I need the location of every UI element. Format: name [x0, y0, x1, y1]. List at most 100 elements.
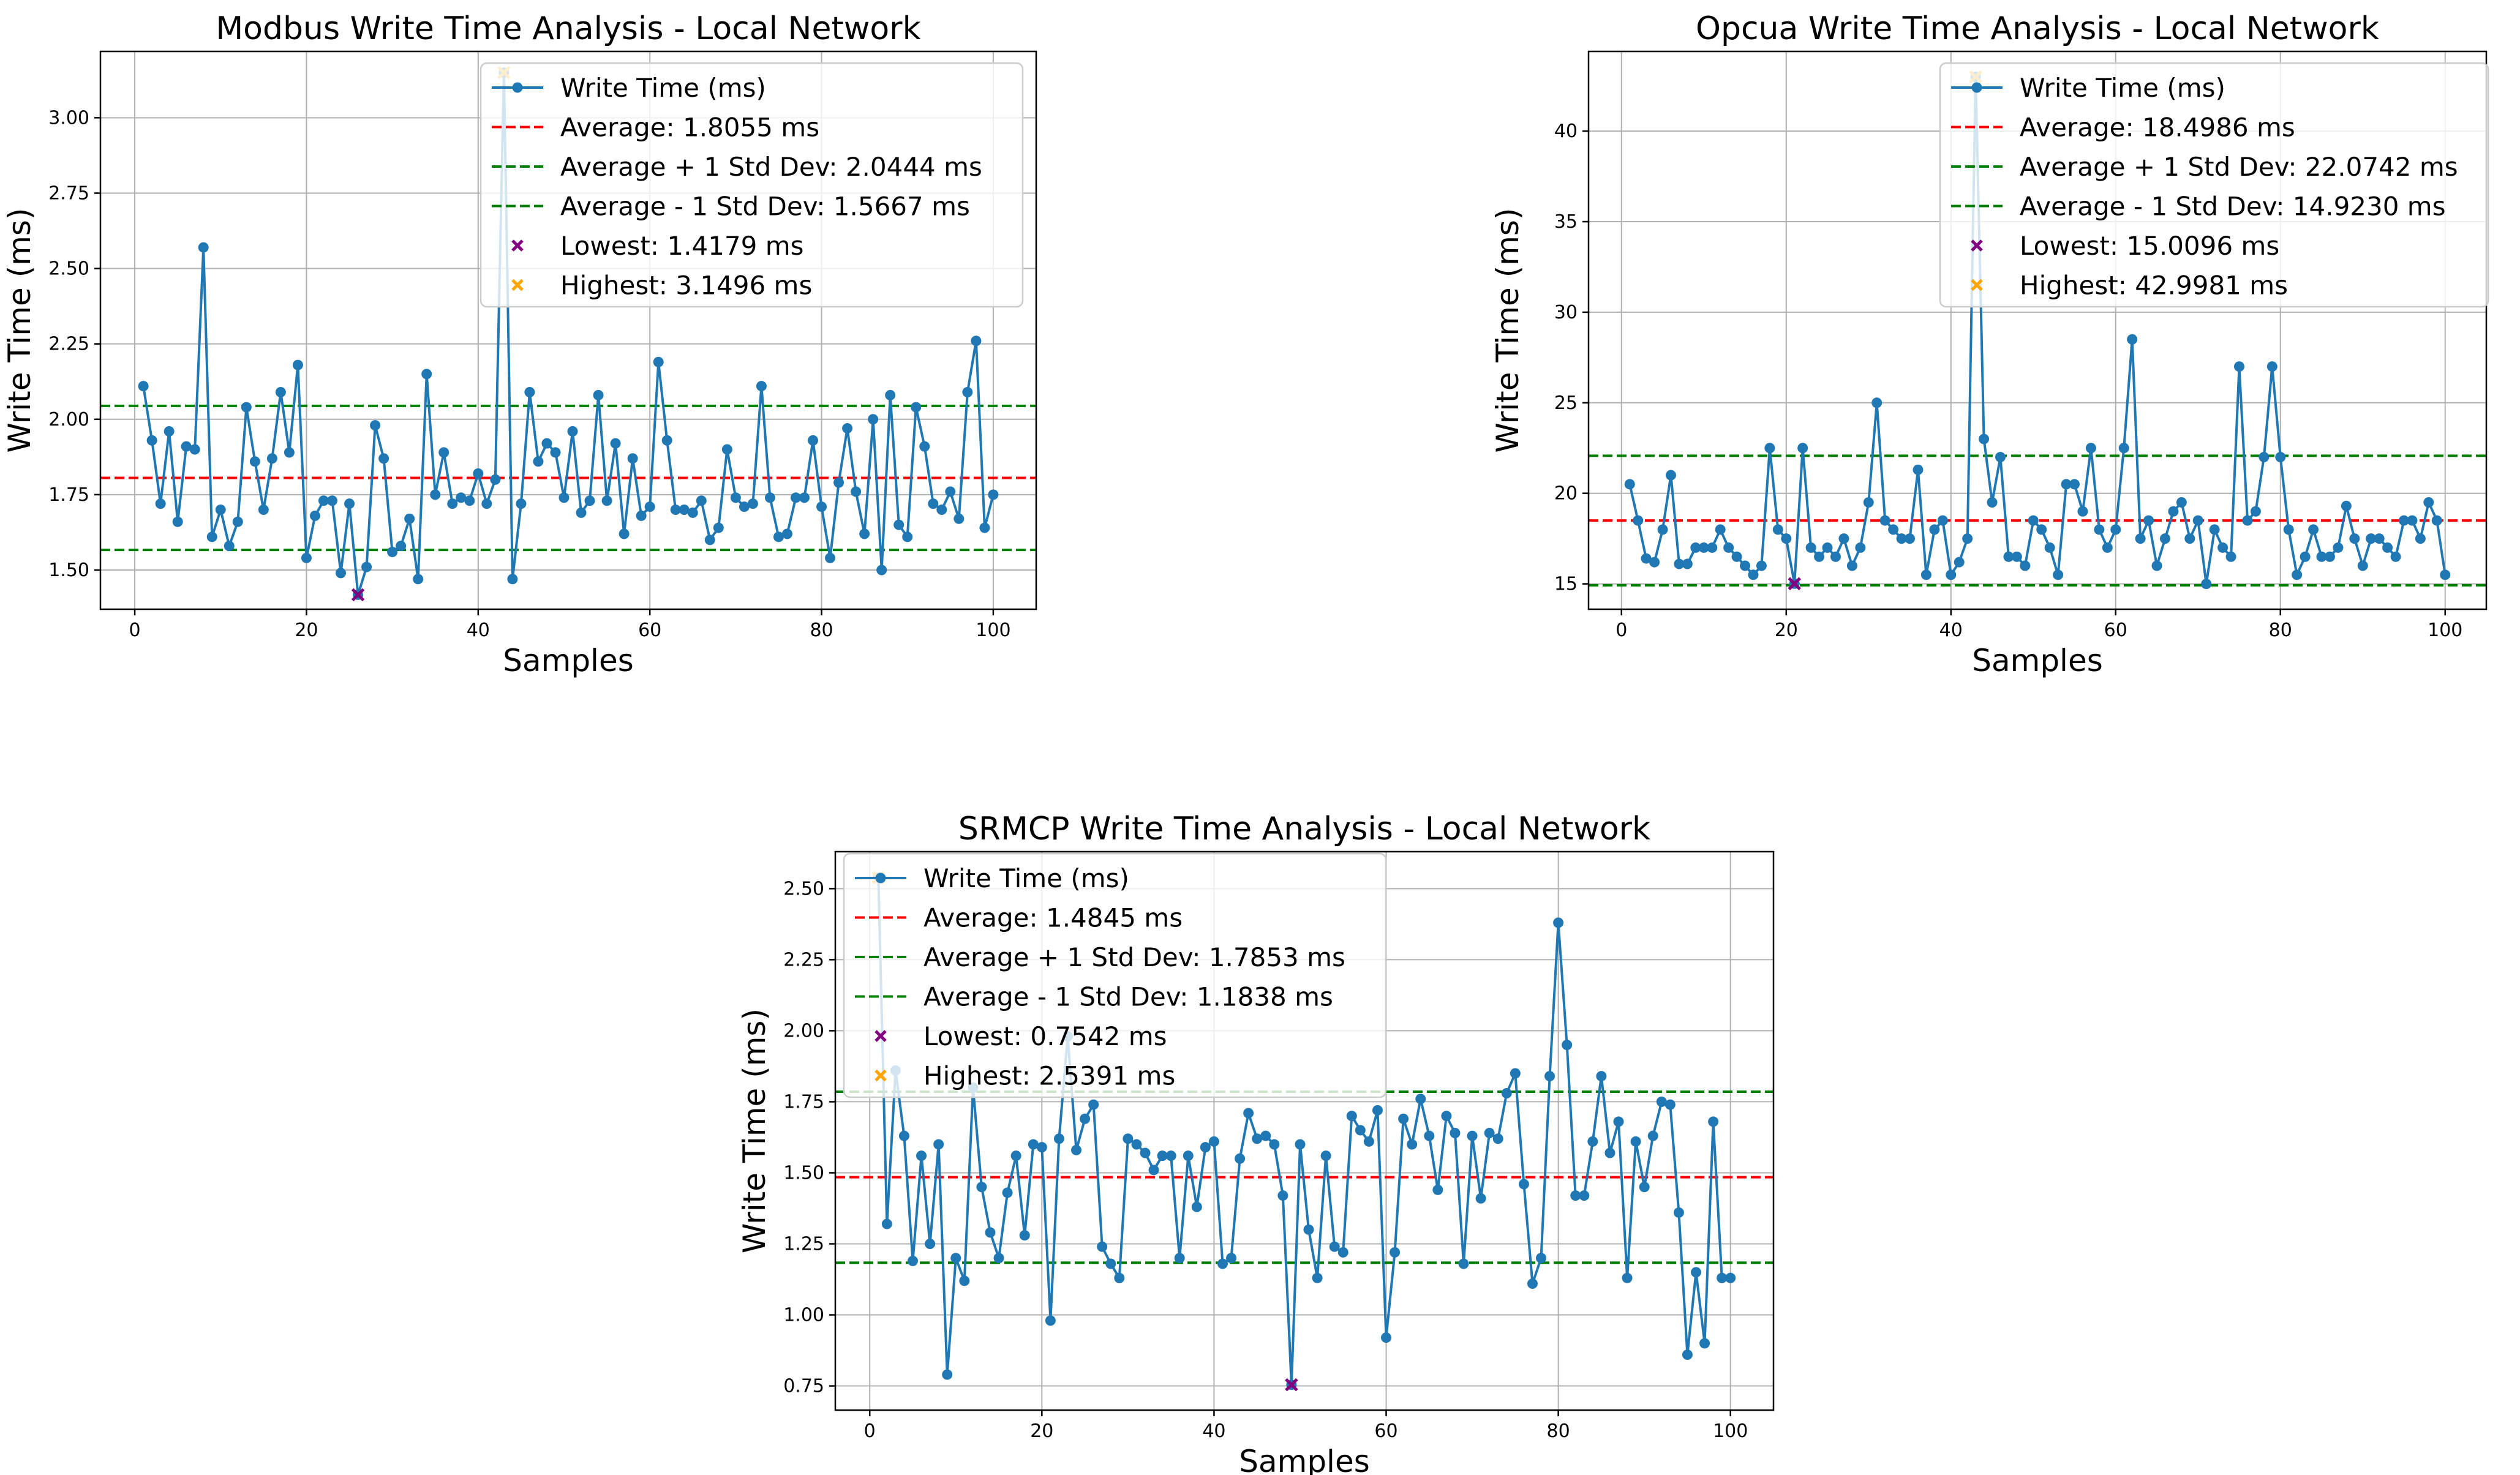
legend-item: Highest: 42.9981 ms: [1971, 271, 2288, 301]
legend-label: Write Time (ms): [923, 863, 1129, 893]
legend-label: Highest: 42.9981 ms: [2020, 271, 2288, 301]
data-point: [284, 447, 295, 458]
data-point: [1929, 524, 1940, 535]
legend-x-handle-b: [511, 239, 524, 252]
data-point: [1536, 1253, 1547, 1264]
data-point: [2094, 524, 2105, 535]
data-point: [1647, 1130, 1658, 1141]
data-point: [747, 498, 758, 509]
data-point: [1764, 443, 1775, 454]
data-point: [851, 486, 862, 497]
lowest-marker: [351, 588, 365, 602]
legend-label: Average - 1 Std Dev: 14.9230 ms: [2020, 192, 2446, 222]
data-point: [1633, 515, 1644, 526]
data-point: [2110, 524, 2121, 535]
data-point: [1303, 1224, 1314, 1235]
data-point: [959, 1275, 970, 1286]
y-tick-label: 40: [1554, 121, 1578, 142]
data-point: [2102, 542, 2113, 553]
data-point: [1879, 515, 1890, 526]
y-tick-label: 2.50: [783, 878, 824, 899]
x-axis-label: Samples: [1972, 643, 2103, 678]
data-point: [2440, 569, 2451, 580]
data-point: [704, 535, 715, 546]
data-point: [2415, 533, 2426, 544]
data-point: [1501, 1088, 1512, 1099]
data-point: [2020, 560, 2031, 571]
data-point: [1295, 1139, 1306, 1150]
data-point: [164, 426, 175, 437]
data-point: [1390, 1247, 1401, 1258]
data-point: [2234, 361, 2245, 372]
data-point: [1708, 1116, 1719, 1127]
data-point: [1962, 533, 1973, 544]
data-point: [1987, 497, 1998, 508]
data-point: [1562, 1040, 1573, 1051]
data-point: [1995, 452, 2006, 463]
data-point: [1691, 1267, 1702, 1278]
data-point: [524, 386, 535, 397]
x-tick-label: 100: [976, 620, 1010, 641]
data-point: [2176, 497, 2187, 508]
data-point: [1715, 524, 1726, 535]
chart-3: 0 20 40 60 80 100 0.75 1.00 1.25 1.50 1.75 2.00 2.25…: [737, 811, 1775, 1475]
data-point: [490, 474, 501, 485]
data-point: [1682, 558, 1693, 569]
data-point: [1707, 542, 1718, 553]
legend-label: Average + 1 Std Dev: 1.7853 ms: [923, 942, 1345, 972]
data-point: [2250, 506, 2261, 517]
x-tick-label: 0: [1615, 620, 1627, 641]
data-point: [584, 495, 595, 506]
legend-label: Lowest: 15.0096 ms: [2020, 231, 2279, 261]
data-point: [1639, 1182, 1650, 1193]
y-tick-label: 1.50: [783, 1162, 824, 1184]
legend-label: Highest: 2.5391 ms: [923, 1061, 1175, 1091]
y-tick-label: 20: [1554, 483, 1578, 505]
data-point: [438, 447, 449, 458]
data-point: [764, 492, 775, 503]
data-point: [1320, 1150, 1331, 1162]
data-point: [1346, 1111, 1357, 1122]
data-point: [1954, 557, 1965, 568]
chart-2: 0 20 40 60 80 100 15 20 25 30 35 40 Opcua Write Time…: [1490, 10, 2489, 678]
data-point: [1846, 560, 1857, 571]
data-point: [1441, 1111, 1452, 1122]
data-point: [447, 498, 458, 509]
data-point: [1071, 1144, 1082, 1155]
data-point: [2283, 524, 2294, 535]
data-point: [1424, 1130, 1435, 1141]
data-point: [988, 489, 999, 500]
data-point: [2151, 560, 2162, 571]
data-point: [1830, 551, 1841, 562]
data-point: [318, 495, 329, 506]
legend-item: Average - 1 Std Dev: 14.9230 ms: [1951, 192, 2446, 222]
x-tick-label: 60: [1374, 1421, 1397, 1442]
data-point: [1002, 1187, 1013, 1198]
x-tick-label: 40: [467, 620, 490, 641]
legend-item: Highest: 2.5391 ms: [874, 1061, 1175, 1091]
y-tick-label: 1.75: [48, 484, 89, 506]
data-point: [232, 516, 243, 527]
data-point: [1587, 1136, 1598, 1147]
legend-label: Average - 1 Std Dev: 1.5667 ms: [560, 192, 970, 222]
chart-1: 0 20 40 60 80 100 1.50 1.75 2.00 2.25 2.50 2.75 3.00…: [2, 10, 1037, 678]
data-point: [885, 389, 896, 400]
data-point: [1624, 479, 1635, 490]
legend-box: [1939, 62, 2489, 308]
data-point: [2085, 443, 2096, 454]
data-point: [833, 477, 844, 488]
data-point: [661, 435, 672, 446]
data-point: [1937, 515, 1948, 526]
data-point: [911, 402, 922, 413]
data-point: [601, 495, 612, 506]
data-point: [1604, 1147, 1615, 1158]
data-point: [1415, 1094, 1426, 1105]
data-point: [2316, 551, 2327, 562]
data-point: [198, 242, 209, 253]
data-point: [859, 528, 870, 539]
data-point: [2357, 560, 2368, 571]
legend-label: Highest: 3.1496 ms: [560, 271, 812, 301]
data-point: [404, 513, 415, 524]
data-point: [1053, 1133, 1064, 1144]
data-point: [1028, 1139, 1039, 1150]
